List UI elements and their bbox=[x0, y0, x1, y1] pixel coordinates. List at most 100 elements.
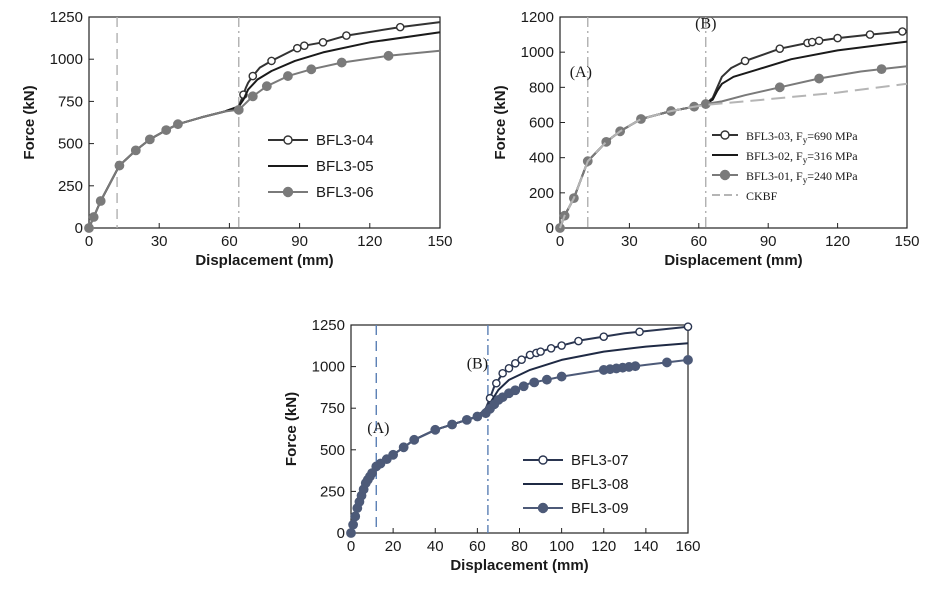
legend-marker bbox=[283, 135, 293, 145]
legend-label-subscript: y bbox=[803, 135, 808, 145]
data-point bbox=[876, 64, 887, 75]
y-tick-label: 1250 bbox=[312, 317, 345, 334]
data-point bbox=[282, 71, 293, 81]
data-point bbox=[630, 361, 641, 372]
data-point bbox=[683, 355, 693, 365]
y-tick-label: 0 bbox=[337, 525, 345, 542]
chart-bfl3-01-03: 0 30 60 90 120 150 0 200 400 600 800 1000 1200 Displa… bbox=[492, 9, 920, 269]
data-point bbox=[299, 41, 309, 50]
data-point bbox=[430, 424, 441, 435]
data-point bbox=[292, 43, 302, 53]
y-tick-label: 500 bbox=[58, 136, 83, 153]
x-tick-label: 100 bbox=[549, 538, 574, 555]
data-point bbox=[504, 363, 514, 373]
data-point bbox=[318, 38, 328, 47]
data-point bbox=[546, 343, 556, 353]
y-tick-label: 0 bbox=[75, 220, 83, 237]
data-point bbox=[350, 511, 361, 522]
x-tick-label: 90 bbox=[291, 233, 308, 250]
annotation-label: (A) bbox=[570, 64, 592, 81]
legend-label-value: =690 MPa bbox=[807, 129, 858, 143]
x-tick-label: 80 bbox=[511, 538, 528, 555]
y-tick-label: 1000 bbox=[521, 44, 554, 61]
y-tick-label: 1000 bbox=[50, 51, 83, 68]
y-tick-label: 600 bbox=[529, 115, 554, 132]
legend-marker bbox=[719, 169, 731, 181]
x-tick-label: 30 bbox=[151, 233, 168, 250]
data-point bbox=[346, 528, 356, 538]
legend-label-value: =240 MPa bbox=[807, 169, 858, 183]
data-point bbox=[556, 371, 567, 382]
x-axis-label: Displacement (mm) bbox=[195, 252, 333, 269]
legend-label: BFL3-07 bbox=[571, 452, 629, 469]
legend-label: BFL3-01, Fy=240 MPa bbox=[746, 169, 858, 185]
legend-label-main: BFL3-03, F bbox=[746, 129, 803, 143]
data-point bbox=[510, 358, 520, 368]
data-point bbox=[336, 57, 347, 68]
legend-label: BFL3-09 bbox=[571, 500, 629, 517]
data-point bbox=[261, 81, 272, 92]
legend-label-main: BFL3-01, F bbox=[746, 169, 803, 183]
x-tick-label: 160 bbox=[675, 538, 700, 555]
annotation-label: (B) bbox=[467, 355, 488, 372]
data-point bbox=[510, 385, 521, 396]
annotation-label: (A) bbox=[367, 420, 389, 437]
data-point bbox=[173, 119, 183, 130]
data-point bbox=[348, 519, 359, 530]
legend-label-value: =316 MPa bbox=[807, 149, 858, 163]
data-point bbox=[683, 322, 693, 331]
y-tick-label: 200 bbox=[529, 185, 554, 202]
data-point bbox=[599, 332, 609, 341]
legend-label-main: BFL3-02, F bbox=[746, 149, 803, 163]
data-point bbox=[814, 36, 824, 46]
legend-label-subscript: y bbox=[803, 175, 808, 185]
data-point bbox=[518, 381, 529, 392]
data-point bbox=[574, 336, 583, 346]
y-tick-label: 750 bbox=[320, 400, 345, 417]
x-tick-label: 0 bbox=[85, 233, 93, 250]
y-axis-label: Force (kN) bbox=[21, 85, 38, 159]
data-point bbox=[807, 37, 817, 47]
data-point bbox=[409, 434, 420, 445]
data-point bbox=[498, 368, 507, 378]
x-tick-label: 30 bbox=[621, 233, 638, 250]
data-point bbox=[144, 134, 155, 145]
data-point bbox=[472, 411, 483, 422]
data-point bbox=[898, 27, 907, 36]
legend-label: BFL3-06 bbox=[316, 184, 374, 201]
y-tick-label: 500 bbox=[320, 442, 345, 459]
legend-label: BFL3-02, Fy=316 MPa bbox=[746, 149, 858, 165]
chart-bfl3-04-06: 0 30 60 90 120 150 0 250 500 750 1000 1250 Displacem… bbox=[21, 9, 453, 269]
annotation-label: (B) bbox=[695, 15, 716, 32]
x-tick-label: 120 bbox=[357, 233, 382, 250]
x-tick-label: 0 bbox=[347, 538, 355, 555]
legend-label: CKBF bbox=[746, 189, 778, 203]
x-tick-label: 120 bbox=[825, 233, 850, 250]
x-tick-label: 150 bbox=[894, 233, 919, 250]
y-tick-label: 250 bbox=[320, 483, 345, 500]
data-point bbox=[398, 442, 409, 453]
y-tick-label: 0 bbox=[546, 220, 554, 237]
x-tick-label: 60 bbox=[469, 538, 486, 555]
plot-area bbox=[88, 16, 441, 229]
data-point bbox=[774, 82, 785, 93]
x-tick-label: 90 bbox=[760, 233, 777, 250]
legend-label: BFL3-04 bbox=[316, 132, 374, 149]
data-point bbox=[342, 31, 351, 40]
data-point bbox=[306, 64, 317, 75]
legend-marker bbox=[537, 502, 549, 514]
data-point bbox=[114, 160, 125, 171]
data-point bbox=[541, 374, 552, 385]
y-axis-label: Force (kN) bbox=[283, 392, 300, 466]
y-tick-label: 400 bbox=[529, 150, 554, 167]
data-point bbox=[536, 347, 545, 356]
legend-label: BFL3-03, Fy=690 MPa bbox=[746, 129, 858, 145]
legend-marker bbox=[720, 130, 730, 140]
x-tick-label: 0 bbox=[556, 233, 564, 250]
data-point bbox=[84, 223, 94, 233]
data-point bbox=[130, 145, 141, 156]
legend-marker bbox=[282, 186, 294, 198]
legend-label-subscript: y bbox=[803, 155, 808, 165]
x-axis-label: Displacement (mm) bbox=[450, 557, 588, 574]
